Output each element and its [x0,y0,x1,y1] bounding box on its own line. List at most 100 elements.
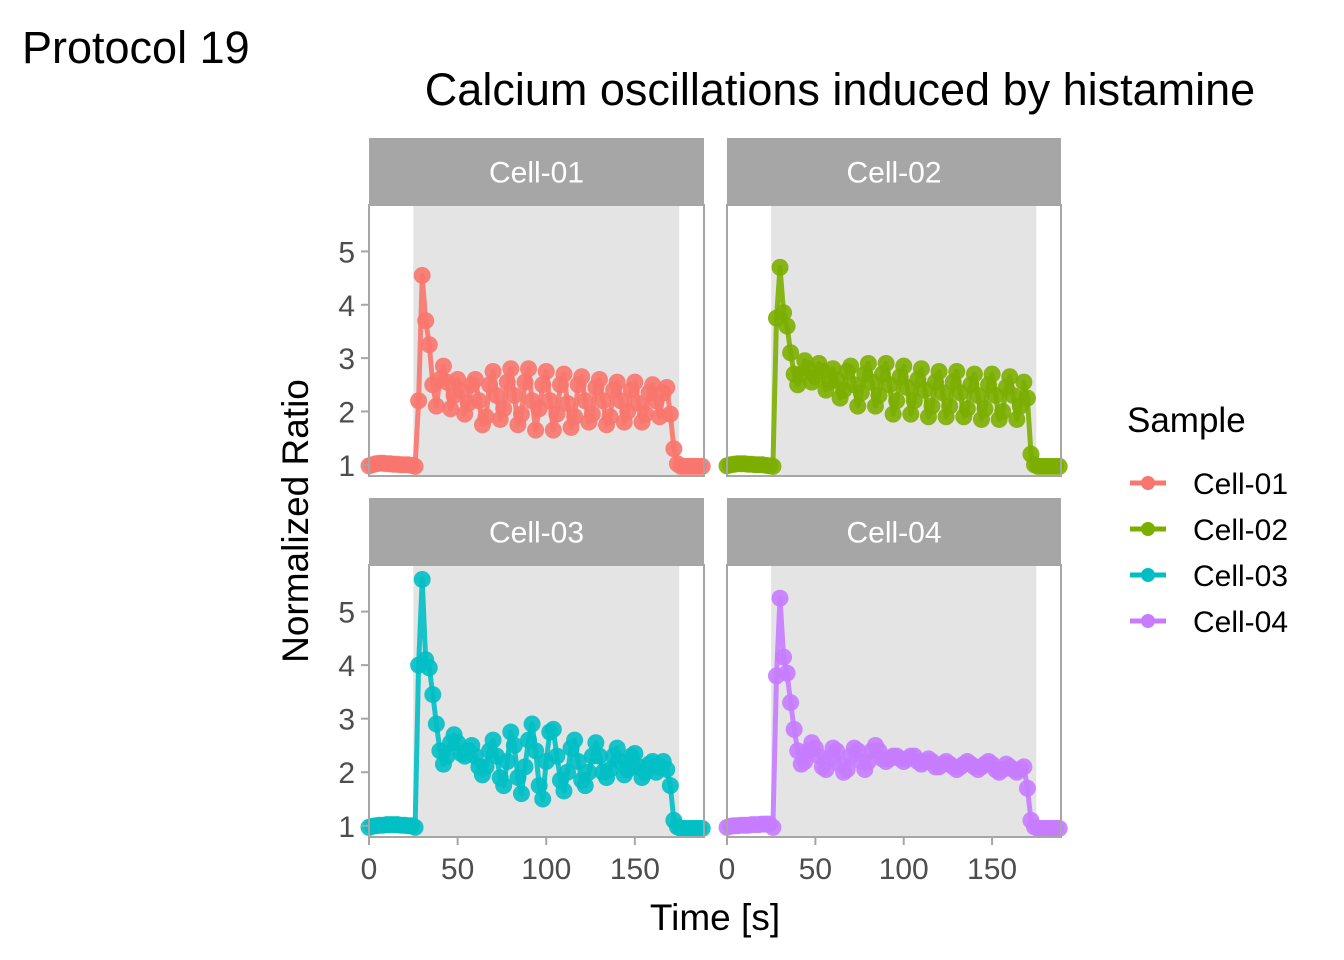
data-point [608,739,626,757]
y-axis-label: Normalized Ratio [275,379,316,663]
data-point [888,392,906,410]
data-point [905,392,923,410]
legend-label: Cell-04 [1193,606,1288,639]
data-point [566,731,584,749]
y-tick-label: 5 [338,236,355,269]
data-point [505,736,523,754]
facet-strip-label: Cell-04 [846,517,941,550]
facet-panel-cell-04: Cell-04 0 50 100 150 [718,498,1068,886]
data-point [1015,758,1033,776]
y-tick-label: 1 [338,450,355,483]
data-point [548,747,566,765]
y-tick-label: 3 [338,343,355,376]
data-point [778,317,796,335]
data-point [559,394,577,412]
facet-strip [369,498,704,565]
data-point [626,744,644,762]
data-point [559,763,577,781]
legend-item: Cell-03 [1130,560,1288,593]
data-point [587,734,605,752]
data-point [895,357,913,375]
y-tick-label: 4 [338,290,355,323]
data-point [948,362,966,380]
data-point [884,405,902,423]
x-axis-label: Time [s] [650,897,780,938]
data-point [775,304,793,322]
data-point [484,362,502,380]
data-point [852,384,870,402]
facet-strip [727,138,1061,205]
data-point [608,373,626,391]
data-point [442,400,460,418]
panel-border [726,204,1062,477]
data-point [778,664,796,682]
data-point [965,365,983,383]
data-point [661,777,679,795]
y-tick-label: 4 [338,650,355,683]
data-point [555,365,573,383]
data-point [484,731,502,749]
data-point [527,421,545,439]
data-point [410,392,428,410]
data-point [580,763,598,781]
legend: Sample Cell-01 Cell-02 Cell-03 Cell-04 [1127,401,1288,639]
data-point [849,397,867,415]
y-tick-label: 1 [338,811,355,844]
data-point [466,370,484,388]
x-tick-label: 100 [521,853,571,886]
data-point [512,405,530,423]
x-tick-label: 50 [799,853,832,886]
data-point [520,360,538,378]
data-point [877,354,895,372]
data-point [498,753,516,771]
data-point [828,742,846,760]
data-point [637,405,655,423]
data-point [771,589,789,607]
data-point [838,761,856,779]
data-point [541,392,559,410]
data-point [477,758,495,776]
data-point [782,694,800,712]
data-point [870,386,888,404]
data-point [413,570,431,588]
data-point [417,312,435,330]
panel-border [368,204,705,477]
data-point [859,354,877,372]
stimulation-shaded-region [413,205,680,476]
data-point [930,362,948,380]
x-tick-label: 100 [879,853,929,886]
data-point [424,686,442,704]
data-point [512,785,530,803]
legend-label: Cell-03 [1193,560,1288,593]
data-point [544,421,562,439]
data-point [527,742,545,760]
data-point [406,457,424,475]
data-point [902,405,920,423]
data-point [555,782,573,800]
facet-strip-label: Cell-02 [846,157,941,190]
data-point [658,761,676,779]
x-tick-label: 0 [719,853,736,886]
data-point [658,378,676,396]
data-point [785,720,803,738]
legend-label: Cell-02 [1193,514,1288,547]
data-point [502,723,520,741]
legend-key-point [1141,614,1155,628]
data-point [530,777,548,795]
data-point [764,457,782,475]
data-point [1001,368,1019,386]
protocol-tag: Protocol 19 [22,22,250,73]
data-point [1050,457,1068,475]
chart-title: Calcium oscillations induced by histamin… [425,64,1255,115]
data-point [502,360,520,378]
data-point [594,392,612,410]
data-point [544,720,562,738]
data-point [406,818,424,836]
legend-item: Cell-04 [1130,606,1288,639]
x-tick-label: 50 [441,853,474,886]
data-point [427,397,445,415]
data-point [413,266,431,284]
data-point [590,370,608,388]
